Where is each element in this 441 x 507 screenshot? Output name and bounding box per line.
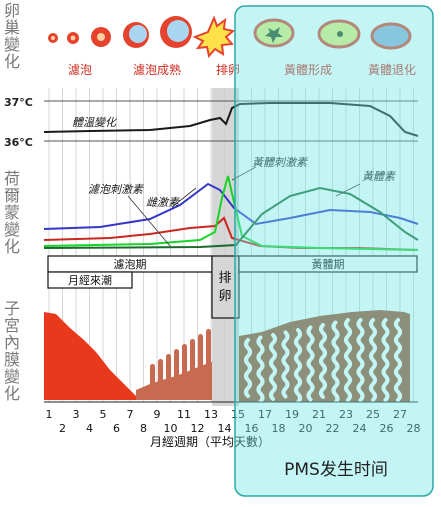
- temp-high-label: 37°C: [4, 96, 33, 109]
- follicle-core-2: [70, 35, 76, 41]
- follicle-core-1: [51, 36, 55, 40]
- menstruation-label: 月經來潮: [68, 273, 112, 287]
- day-label: 23: [339, 408, 353, 421]
- luteal-phase-box: [238, 255, 418, 273]
- endometrium-ridge: [150, 364, 155, 400]
- estrogen-leader: [171, 187, 197, 208]
- day-label: 13: [204, 408, 218, 421]
- endometrial-gland: [256, 335, 265, 404]
- endometrial-gland: [294, 328, 302, 404]
- stage-label-mature: 濾泡成熟: [133, 62, 181, 77]
- day-label: 10: [164, 422, 178, 435]
- endometrium-ridge: [166, 354, 171, 396]
- ovary-change-label: 卵巢變化: [3, 1, 20, 71]
- endometrium-ridge: [198, 334, 203, 388]
- day-label: 17: [258, 408, 272, 421]
- day-label: 26: [380, 422, 394, 435]
- pms-period-label: PMS发生时间: [284, 460, 388, 480]
- endometrial-gland: [281, 330, 290, 399]
- lh-label: 黃體刺激素: [252, 156, 309, 169]
- endometrial-gland: [356, 318, 365, 402]
- endometrial-gland: [369, 318, 377, 402]
- estrogen-curve: [43, 182, 419, 230]
- x-axis-title: 月經週期（平均天數）: [150, 435, 270, 449]
- endometrium-ridge: [158, 359, 163, 398]
- day-label: 3: [73, 408, 80, 421]
- day-label: 11: [177, 408, 191, 421]
- pms-highlight-region: [234, 5, 434, 497]
- day-labels-odd: 1 3 5 7 9 11 13 15 17 19 21 23 25 27: [46, 408, 408, 421]
- temperature-curve: [43, 102, 419, 137]
- day-label: 9: [154, 408, 161, 421]
- day-label: 22: [326, 422, 340, 435]
- endometrium-ridge: [206, 329, 211, 386]
- lh-curve: [43, 175, 419, 251]
- endometrium-ridge: [190, 339, 195, 390]
- shedding-endometrium: [44, 312, 140, 400]
- day-label: 5: [100, 408, 107, 421]
- progesterone-label: 黃體素: [362, 170, 397, 183]
- ovulation-char-2: 卵: [218, 289, 231, 304]
- mature-follicle-fluid-1: [129, 25, 147, 43]
- stage-label-follicle: 濾泡: [68, 62, 92, 77]
- mature-follicle-fluid-2: [167, 20, 189, 42]
- corpus-luteum-center-1: [265, 27, 283, 43]
- corpus-luteum-regressing-icon: [370, 22, 412, 50]
- endometrial-gland: [244, 338, 252, 398]
- temp-low-label: 36°C: [4, 136, 33, 149]
- stage-label-luteum-regressing: 黃體退化: [368, 63, 416, 77]
- estrogen-label: 雌激素: [146, 196, 181, 209]
- day-label: 4: [86, 422, 93, 435]
- follicle-core-3: [97, 33, 105, 41]
- day-label: 2: [59, 422, 66, 435]
- follicular-phase-label: 濾泡期: [114, 257, 147, 271]
- menstruation-box: [47, 271, 133, 289]
- hormone-change-label: 荷爾蒙變化: [3, 169, 20, 256]
- day-label: 19: [285, 408, 299, 421]
- fsh-leader: [127, 195, 171, 247]
- progesterone-curve: [43, 186, 419, 249]
- endometrial-gland: [269, 333, 277, 401]
- endometrial-glands: [244, 318, 402, 405]
- progesterone-leader: [335, 183, 361, 197]
- endometrial-gland: [306, 325, 315, 402]
- stage-label-ovulation: 排卵: [216, 63, 240, 77]
- day-label: 24: [353, 422, 367, 435]
- day-label: 21: [312, 408, 326, 421]
- endometrial-gland: [331, 320, 340, 405]
- day-labels-even: 2 4 6 8 10 12 14 16 18 20 22 24 26 28: [59, 422, 421, 435]
- ovary-stage-illustrations: [48, 15, 412, 59]
- ovulation-burst-icon: [192, 15, 236, 59]
- day-label: 18: [272, 422, 286, 435]
- endometrium-ridge: [182, 344, 187, 392]
- day-label: 16: [245, 422, 259, 435]
- day-label: 28: [407, 422, 421, 435]
- luteal-phase-label: 黃體期: [312, 258, 345, 271]
- temp-curve-label: 體溫變化: [72, 116, 118, 129]
- day-label: 25: [366, 408, 380, 421]
- day-label: 20: [299, 422, 313, 435]
- day-label: 14: [218, 422, 232, 435]
- endometrial-gland: [394, 318, 402, 402]
- stage-label-luteum-forming: 黃體形成: [284, 63, 332, 77]
- day-label: 27: [393, 408, 407, 421]
- endometrium-ridge: [174, 349, 179, 394]
- ovulation-char-1: 排: [218, 271, 231, 286]
- fsh-label: 濾泡刺激素: [88, 183, 145, 196]
- endometrial-gland: [319, 323, 327, 399]
- endometrial-gland: [381, 318, 390, 402]
- day-label: 12: [191, 422, 205, 435]
- day-label: 7: [127, 408, 134, 421]
- proliferative-ridges: [150, 329, 211, 400]
- day-label: 8: [140, 422, 147, 435]
- lh-leader: [231, 166, 257, 181]
- day-label: 6: [113, 422, 120, 435]
- endometrial-gland: [344, 318, 352, 402]
- endometrium-change-label: 子宮內膜變化: [3, 299, 20, 403]
- corpus-luteum-center-2: [337, 31, 343, 37]
- day-label: 1: [46, 408, 53, 421]
